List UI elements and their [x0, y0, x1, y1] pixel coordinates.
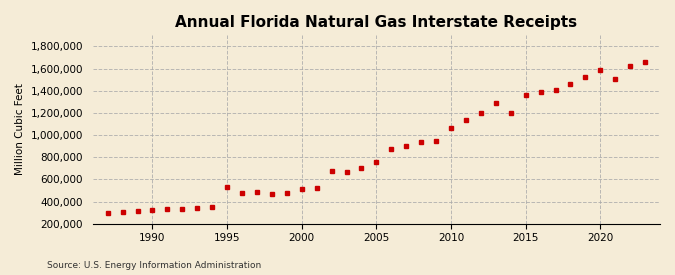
- Y-axis label: Million Cubic Feet: Million Cubic Feet: [15, 84, 25, 175]
- Title: Annual Florida Natural Gas Interstate Receipts: Annual Florida Natural Gas Interstate Re…: [176, 15, 577, 30]
- Text: Source: U.S. Energy Information Administration: Source: U.S. Energy Information Administ…: [47, 260, 261, 270]
